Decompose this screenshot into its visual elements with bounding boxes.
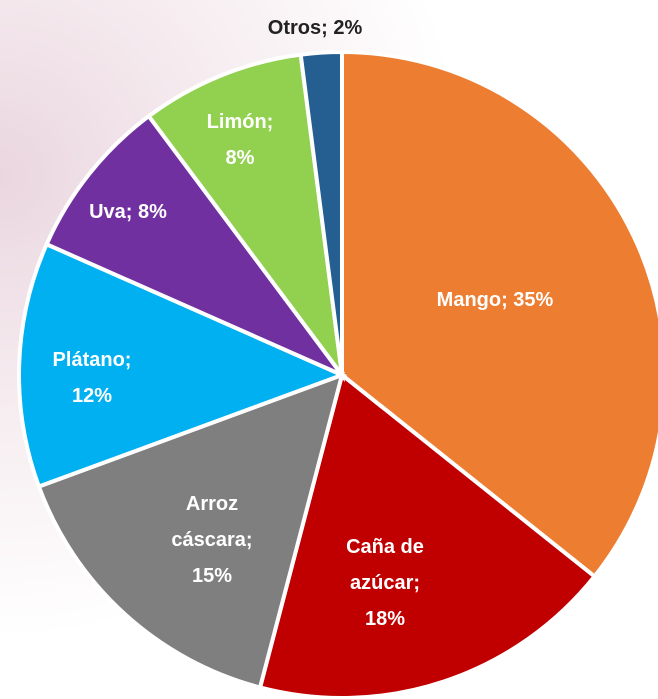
pie-slice (257, 371, 598, 699)
pie-slice (36, 371, 345, 690)
pie-slice (146, 52, 345, 383)
pie-slice (17, 241, 348, 490)
data-label: Limón; 8% (206, 111, 274, 169)
pie-slice (340, 49, 658, 580)
data-label: Mango; 35% (436, 289, 554, 311)
pie-slice (44, 113, 349, 380)
data-label: Arroz cáscara; 15% (171, 493, 253, 587)
data-label: Plátano; 12% (52, 349, 132, 407)
pie-slice (298, 49, 344, 376)
data-label: Uva; 8% (89, 201, 167, 223)
data-label: Caña de azúcar; 18% (346, 536, 424, 630)
data-label: Otros; 2% (267, 17, 363, 39)
